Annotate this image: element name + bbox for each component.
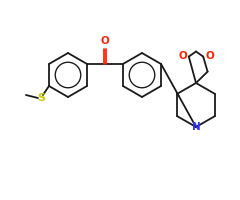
Text: S: S: [37, 93, 45, 103]
Text: O: O: [101, 36, 109, 46]
Text: N: N: [192, 122, 200, 132]
Text: O: O: [205, 51, 214, 61]
Text: O: O: [178, 51, 187, 61]
